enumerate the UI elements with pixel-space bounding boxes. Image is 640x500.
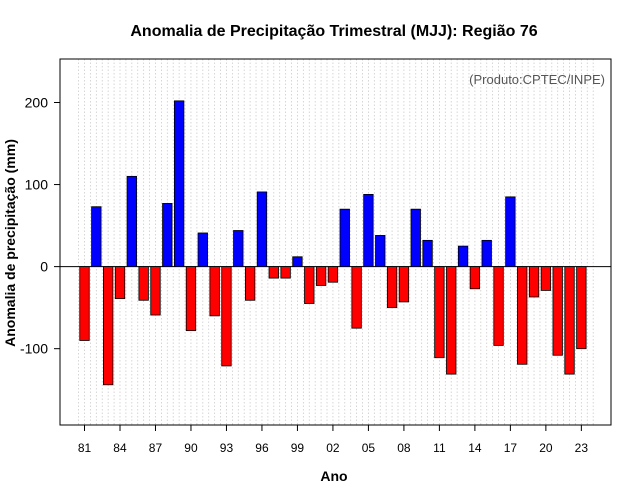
bar-1997 [268, 266, 279, 279]
bar-2000 [304, 266, 315, 304]
bar-2012 [446, 266, 457, 375]
x-tick-label: 81 [78, 441, 92, 455]
x-tick-label: 05 [362, 441, 376, 455]
x-tick-label: 87 [149, 441, 163, 455]
bar-1987 [150, 266, 161, 316]
y-tick-label: 0 [40, 259, 48, 275]
bar-1996 [256, 191, 268, 268]
bar-1995 [244, 266, 256, 301]
x-tick-label: 14 [468, 441, 482, 455]
x-axis: 81 84 87 90 93 96 99 02 05 08 11 14 17 20 23 [78, 425, 589, 455]
bar-2014 [469, 266, 481, 290]
bar-1984 [114, 266, 126, 300]
bar-2006 [375, 235, 386, 268]
bar-1988 [162, 203, 173, 268]
x-tick-label: 02 [326, 441, 340, 455]
y-tick-label: 200 [25, 94, 49, 110]
bar-2020 [540, 266, 552, 291]
bar-2021 [552, 266, 563, 356]
bar-1998 [280, 266, 291, 279]
bar-1999 [292, 256, 303, 268]
bar-1993 [221, 266, 232, 367]
bar-1983 [103, 266, 114, 386]
grid-lines [78, 59, 594, 425]
bar-2009 [410, 208, 421, 268]
x-tick-label: 93 [220, 441, 234, 455]
x-tick-label: 84 [113, 441, 127, 455]
x-axis-label: Ano [320, 468, 347, 484]
x-tick-label: 20 [539, 441, 553, 455]
bar-1989 [173, 100, 185, 268]
bars [79, 100, 587, 386]
x-tick-label: 08 [397, 441, 411, 455]
bar-1986 [138, 266, 149, 301]
y-axis-label: Anomalia de precipitação (mm) [2, 139, 18, 347]
bar-2018 [517, 266, 528, 365]
bar-1981 [79, 266, 90, 341]
bar-2004 [351, 266, 362, 329]
bar-1990 [185, 266, 197, 332]
bar-2002 [327, 266, 339, 283]
bar-2003 [339, 208, 350, 268]
x-tick-label: 99 [291, 441, 305, 455]
bar-1985 [126, 175, 137, 268]
x-tick-label: 23 [575, 441, 589, 455]
y-tick-label: 100 [25, 177, 49, 193]
bar-2015 [481, 239, 492, 268]
bar-2016 [493, 266, 504, 346]
bar-2022 [564, 266, 575, 375]
bar-1992 [209, 266, 220, 317]
bar-2011 [434, 266, 445, 359]
x-tick-label: 90 [184, 441, 198, 455]
bar-2008 [398, 266, 410, 303]
bar-2005 [363, 194, 374, 268]
bar-2019 [528, 266, 540, 298]
x-tick-label: 17 [504, 441, 518, 455]
credit-text: (Produto:CPTEC/INPE) [469, 72, 605, 87]
bar-2010 [422, 239, 433, 268]
x-tick-label: 11 [433, 441, 446, 455]
chart-title: Anomalia de Precipitação Trimestral (MJJ… [130, 23, 537, 40]
bar-1991 [197, 232, 208, 268]
plot-frame [59, 58, 612, 426]
bar-2001 [315, 266, 327, 286]
bar-2017 [505, 196, 516, 268]
bar-1994 [233, 230, 244, 268]
bar-1982 [91, 206, 102, 268]
bar-2007 [386, 266, 398, 309]
x-tick-label: 96 [255, 441, 269, 455]
y-tick-label: -100 [20, 341, 48, 357]
bar-2023 [576, 266, 587, 350]
bar-2013 [457, 245, 469, 268]
y-axis: -100 0 100 200 [20, 94, 60, 357]
